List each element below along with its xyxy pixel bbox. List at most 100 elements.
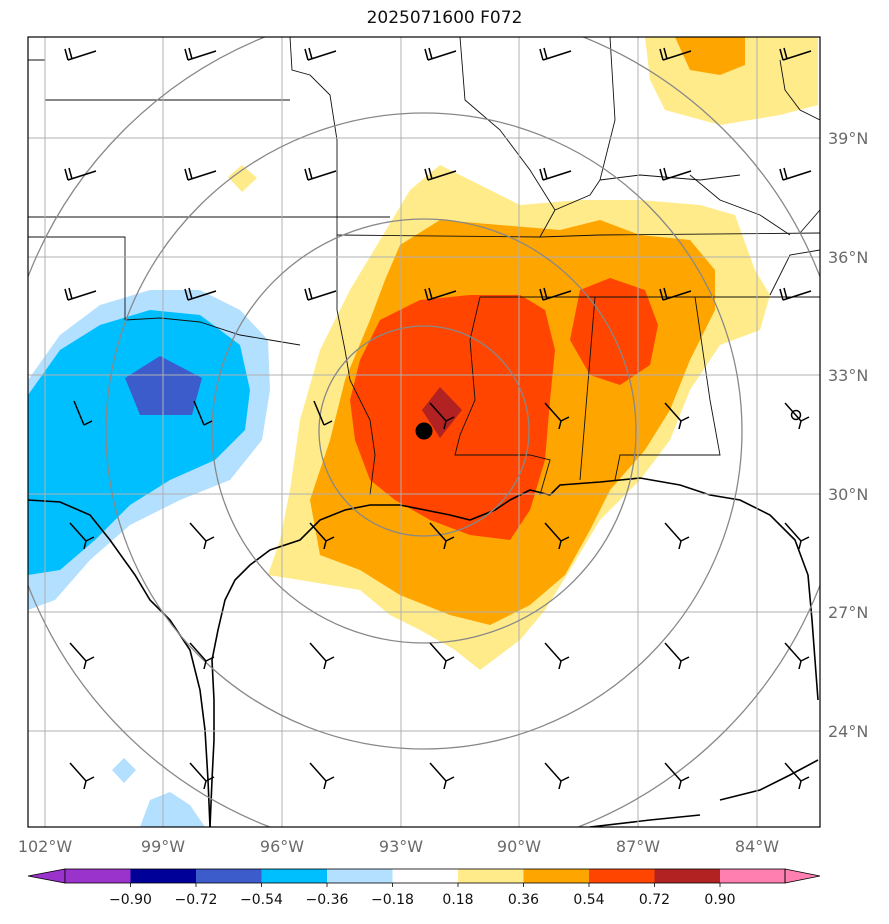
wind-barb [664,762,690,790]
map-frame [27,36,821,828]
wind-barb [69,642,95,670]
colorbar-tick: 0.18 [442,892,473,908]
colorbar-extend-low [27,868,66,884]
wind-barb [664,522,690,550]
colorbar-swatch [392,869,458,883]
wind-barb [189,762,215,790]
colorbar-tick: 0.54 [573,892,604,908]
wind-barb [184,167,217,181]
lon-tick: 90°W [497,837,541,856]
wind-barb [64,47,97,61]
wind-barb [779,167,812,181]
colorbar-tick: −0.90 [109,892,152,908]
wind-barb [659,287,692,301]
wind-barb [304,287,337,301]
state-borders [28,37,820,496]
wind-barb [659,47,692,61]
wind-barb [429,762,455,790]
colorbar-swatch [523,869,589,883]
wind-barb [304,167,337,181]
wind-barb [429,402,455,430]
colorbar-tick: −0.72 [175,892,218,908]
wind-barb [184,287,217,301]
lon-tick: 99°W [141,837,185,856]
wind-barb [539,47,572,61]
lat-tick: 33°N [828,366,868,385]
wind-barb [313,400,333,426]
lat-axis: 39°N 36°N 33°N 30°N 27°N 24°N [828,129,868,741]
wind-barb [664,642,690,670]
colorbar-swatch [720,869,785,883]
small-ring-marker [790,409,802,421]
range-rings [28,37,820,827]
wind-barb [779,47,812,61]
wind-barb [664,402,690,430]
colorbar-extend-high [784,868,821,884]
wind-barb [309,762,335,790]
colorbar-swatch [327,869,393,883]
wind-barb [304,47,337,61]
colorbar-swatch [261,869,327,883]
lat-tick: 24°N [828,722,868,741]
colorbar-frame [64,868,786,884]
filled-contours [28,37,818,827]
colorbar-swatch [65,869,131,883]
contour-neg0.36 [28,310,250,575]
wind-barb [189,642,215,670]
lat-tick: 36°N [828,248,868,267]
colorbar-swatch [589,869,655,883]
colorbar-swatch [130,869,196,883]
lat-tick: 39°N [828,129,868,148]
wind-barb [539,287,572,301]
wind-barbs [64,47,812,790]
wind-barb [424,167,457,181]
storm-center-marker [415,422,433,440]
wind-barb [64,167,97,181]
colorbar-tick: 0.90 [704,892,735,908]
contour-0.36-ne [675,37,745,75]
contour-0.54-east [570,278,658,385]
coastline [28,477,819,827]
wind-barb [64,287,97,301]
wind-barb [69,762,95,790]
contour-0.18-small [228,165,257,192]
colorbar-tick: −0.54 [240,892,283,908]
lon-tick: 84°W [735,837,779,856]
lon-tick: 87°W [616,837,660,856]
wind-barb [784,402,810,430]
wind-barb [544,642,570,670]
wind-barb [784,522,810,550]
lon-axis: 102°W 99°W 96°W 93°W 90°W 87°W 84°W [18,837,779,856]
wind-barb [69,522,95,550]
wind-barb [424,47,457,61]
wind-barb [544,522,570,550]
grid-lines [28,37,820,827]
lon-tick: 93°W [379,837,423,856]
lat-tick: 27°N [828,603,868,622]
wind-barb [309,522,335,550]
lon-tick: 96°W [260,837,304,856]
wind-barb [784,642,810,670]
colorbar: −0.90 −0.72 −0.54 −0.36 −0.18 0.18 0.36 … [27,868,821,908]
wind-barb [189,522,215,550]
wind-barb [429,642,455,670]
wind-barb [193,400,213,426]
map-title: 2025071600 F072 [366,8,523,28]
colorbar-tick: −0.18 [371,892,414,908]
wind-barb [309,642,335,670]
colorbar-swatch [196,869,262,883]
wind-barb [424,287,457,301]
wind-barb [73,400,93,426]
wind-barb [184,47,217,61]
wind-barb [659,167,692,181]
wind-barb [429,522,455,550]
wind-barb [779,287,812,301]
contour-0.72 [422,387,462,438]
wind-barb [784,762,810,790]
wind-barb [539,167,572,181]
colorbar-swatch [654,869,720,883]
contour-neg0.18-small [112,758,136,783]
lat-tick: 30°N [828,485,868,504]
colorbar-swatch [458,869,524,883]
